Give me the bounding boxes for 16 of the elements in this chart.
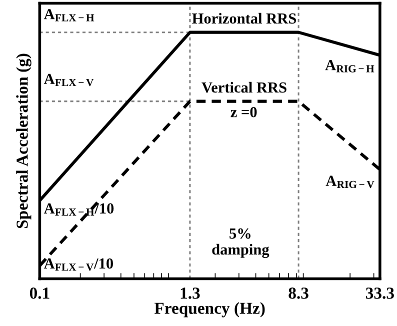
x-tick-label: 8.3: [288, 288, 308, 299]
x-tick-label: 1.3: [180, 288, 200, 299]
y-axis-title: Spectral Acceleration (g): [16, 54, 32, 228]
annotation: z =0: [230, 106, 257, 118]
text: A$_{FLX−H}$: [44, 9, 94, 22]
x-tick-label: 0.1: [30, 288, 50, 299]
series-label: Vertical RRS: [202, 82, 286, 93]
annotation: A$_{FLX−V}$: [44, 74, 94, 86]
x-axis-title: Frequency (Hz): [154, 302, 265, 318]
annotation: 5% damping: [212, 228, 270, 258]
annotation: A$_{FLX−V}$/10: [44, 258, 113, 271]
annotation: A$_{RIG−H}$: [325, 60, 374, 72]
series-label: Horizontal RRS: [192, 12, 296, 24]
annotation: A$_{RIG−V}$: [326, 176, 374, 188]
annotation: A$_{FLX−H}$/10: [44, 203, 114, 216]
x-tick-label: 33.3: [366, 288, 394, 299]
